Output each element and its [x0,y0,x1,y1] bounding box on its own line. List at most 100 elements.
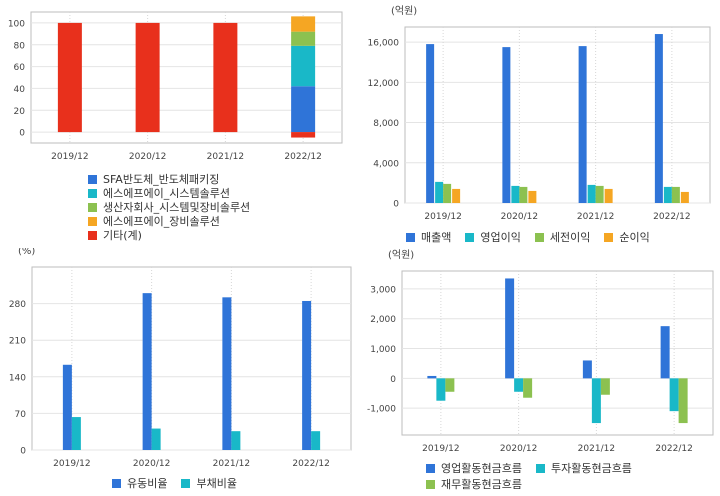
bar [511,185,520,203]
legend-label: 에스에프에이_장비솔루션 [103,215,220,228]
legend-swatch [88,202,97,212]
y-tick-label: 100 [8,19,25,29]
legend-swatch [181,478,191,488]
x-tick-label: 2020/12 [500,444,537,454]
legend-label: 재무활동현금흐름 [441,478,522,491]
legend-swatch [465,232,475,242]
bar [291,31,316,46]
y-tick-label: 3,000 [370,285,396,295]
bar [135,22,160,133]
x-tick-label: 2019/12 [53,459,90,469]
x-tick-label: 2019/12 [424,212,461,222]
bar [604,188,613,203]
legend-label: 기타(계) [103,229,142,242]
y-tick-label: 0 [20,447,26,457]
bar [663,186,672,203]
x-tick-label: 2021/12 [213,459,250,469]
bar [426,44,435,204]
y-tick-label: 210 [9,337,26,347]
segment-legend: SFA반도체_반도체패키징 에스에프에이_시스템솔루션 생산자회사_시스템및장비… [88,172,250,242]
legend-swatch [88,230,97,240]
x-tick-label: 2020/12 [129,152,166,162]
unit-label: (%) [18,248,35,257]
legend-item: 부채비율 [181,475,237,491]
ratio-legend: 유동비율 부채비율 [112,475,237,491]
bar [671,186,680,203]
bar [222,297,232,450]
y-tick-label: 16,000 [368,39,400,49]
y-tick-label: 2,000 [370,315,396,325]
bar [291,45,316,87]
legend-swatch [88,216,97,226]
legend-item: 매출액 [406,229,451,245]
bar [595,185,604,203]
legend-label: 투자활동현금흐름 [550,462,632,475]
bar [523,378,533,398]
bar [591,378,601,424]
bar [151,428,161,450]
legend-item: 기타(계) [88,228,250,242]
legend-label: 유동비율 [127,477,168,490]
legend-swatch [406,232,415,242]
bar [436,378,446,401]
y-tick-label: 0 [390,375,396,385]
y-tick-label: 1,000 [370,345,396,355]
bar [291,86,316,133]
income-chart: 0 4,000 8,000 12,000 16,000 2019/12 2020/12 202… [360,0,720,226]
ratio-chart: 0 70 140 210 280 2019/12 2020/12 2021/12 2022/12… [0,246,360,470]
x-tick-label: 2019/12 [422,444,459,454]
legend-item: 생산자회사_시스템및장비솔루션 [88,200,250,214]
bar [654,34,663,203]
legend-swatch [88,188,97,198]
bar [213,22,238,133]
y-tick-label: 280 [9,300,26,310]
legend-row: 영업활동현금흐름 투자활동현금흐름 [426,461,632,475]
legend-label: 부채비율 [196,477,237,490]
ratio-chart-svg: 0 70 140 210 280 2019/12 2020/12 2021/12 2022/12… [9,246,352,469]
bar [62,364,72,450]
plot-frame [404,26,711,204]
bar [600,378,610,395]
x-tick-label: 2020/12 [501,212,538,222]
cashflow-legend: 영업활동현금흐름 투자활동현금흐름 재무활동현금흐름 [426,461,632,491]
x-tick-label: 2022/12 [292,459,329,469]
legend-swatch [535,463,545,473]
bar [514,378,524,392]
y-tick-label: 4,000 [373,159,399,169]
y-tick-label: 80 [14,41,26,51]
y-tick-label: -1,000 [367,405,396,415]
legend-label: SFA반도체_반도체패키징 [103,173,220,186]
bar [231,431,241,450]
income-chart-svg: 0 4,000 8,000 12,000 16,000 2019/12 2020/12 202… [368,5,711,222]
y-tick-label: 12,000 [368,79,400,89]
legend-item: SFA반도체_반도체패키징 [88,172,250,186]
bar [587,184,596,203]
bar [582,360,592,379]
bar [505,278,515,379]
y-tick-label: 70 [15,410,27,420]
bar [443,183,452,203]
y-tick-label: 40 [14,85,26,95]
bar [452,188,461,203]
bar [528,190,537,203]
bar [291,16,316,32]
legend-label: 영업이익 [480,231,521,244]
legend-label: 세전이익 [549,231,591,244]
segment-chart: 0 20 40 60 80 100 2019/12 2020/12 2021/12 2022/12 [0,0,350,170]
x-tick-label: 2022/12 [655,444,692,454]
x-tick-label: 2022/12 [653,212,690,222]
legend-swatch [604,232,614,242]
bar [71,417,81,450]
legend-label: 매출액 [421,231,452,244]
unit-label: (억원) [391,5,417,17]
cashflow-chart-svg: -1,000 0 1,000 2,000 3,000 2019/12 2020/12 2021… [367,249,714,454]
legend-item: 영업이익 [465,229,521,245]
legend-item: 세전이익 [534,229,591,245]
bar [142,293,152,450]
cashflow-chart: -1,000 0 1,000 2,000 3,000 2019/12 2020/12 2021… [360,248,720,458]
legend-label: 순이익 [619,231,650,244]
y-tick-label: 140 [9,373,26,383]
unit-label: (억원) [388,249,414,261]
legend-swatch [426,463,435,473]
y-tick-label: 0 [19,129,25,139]
